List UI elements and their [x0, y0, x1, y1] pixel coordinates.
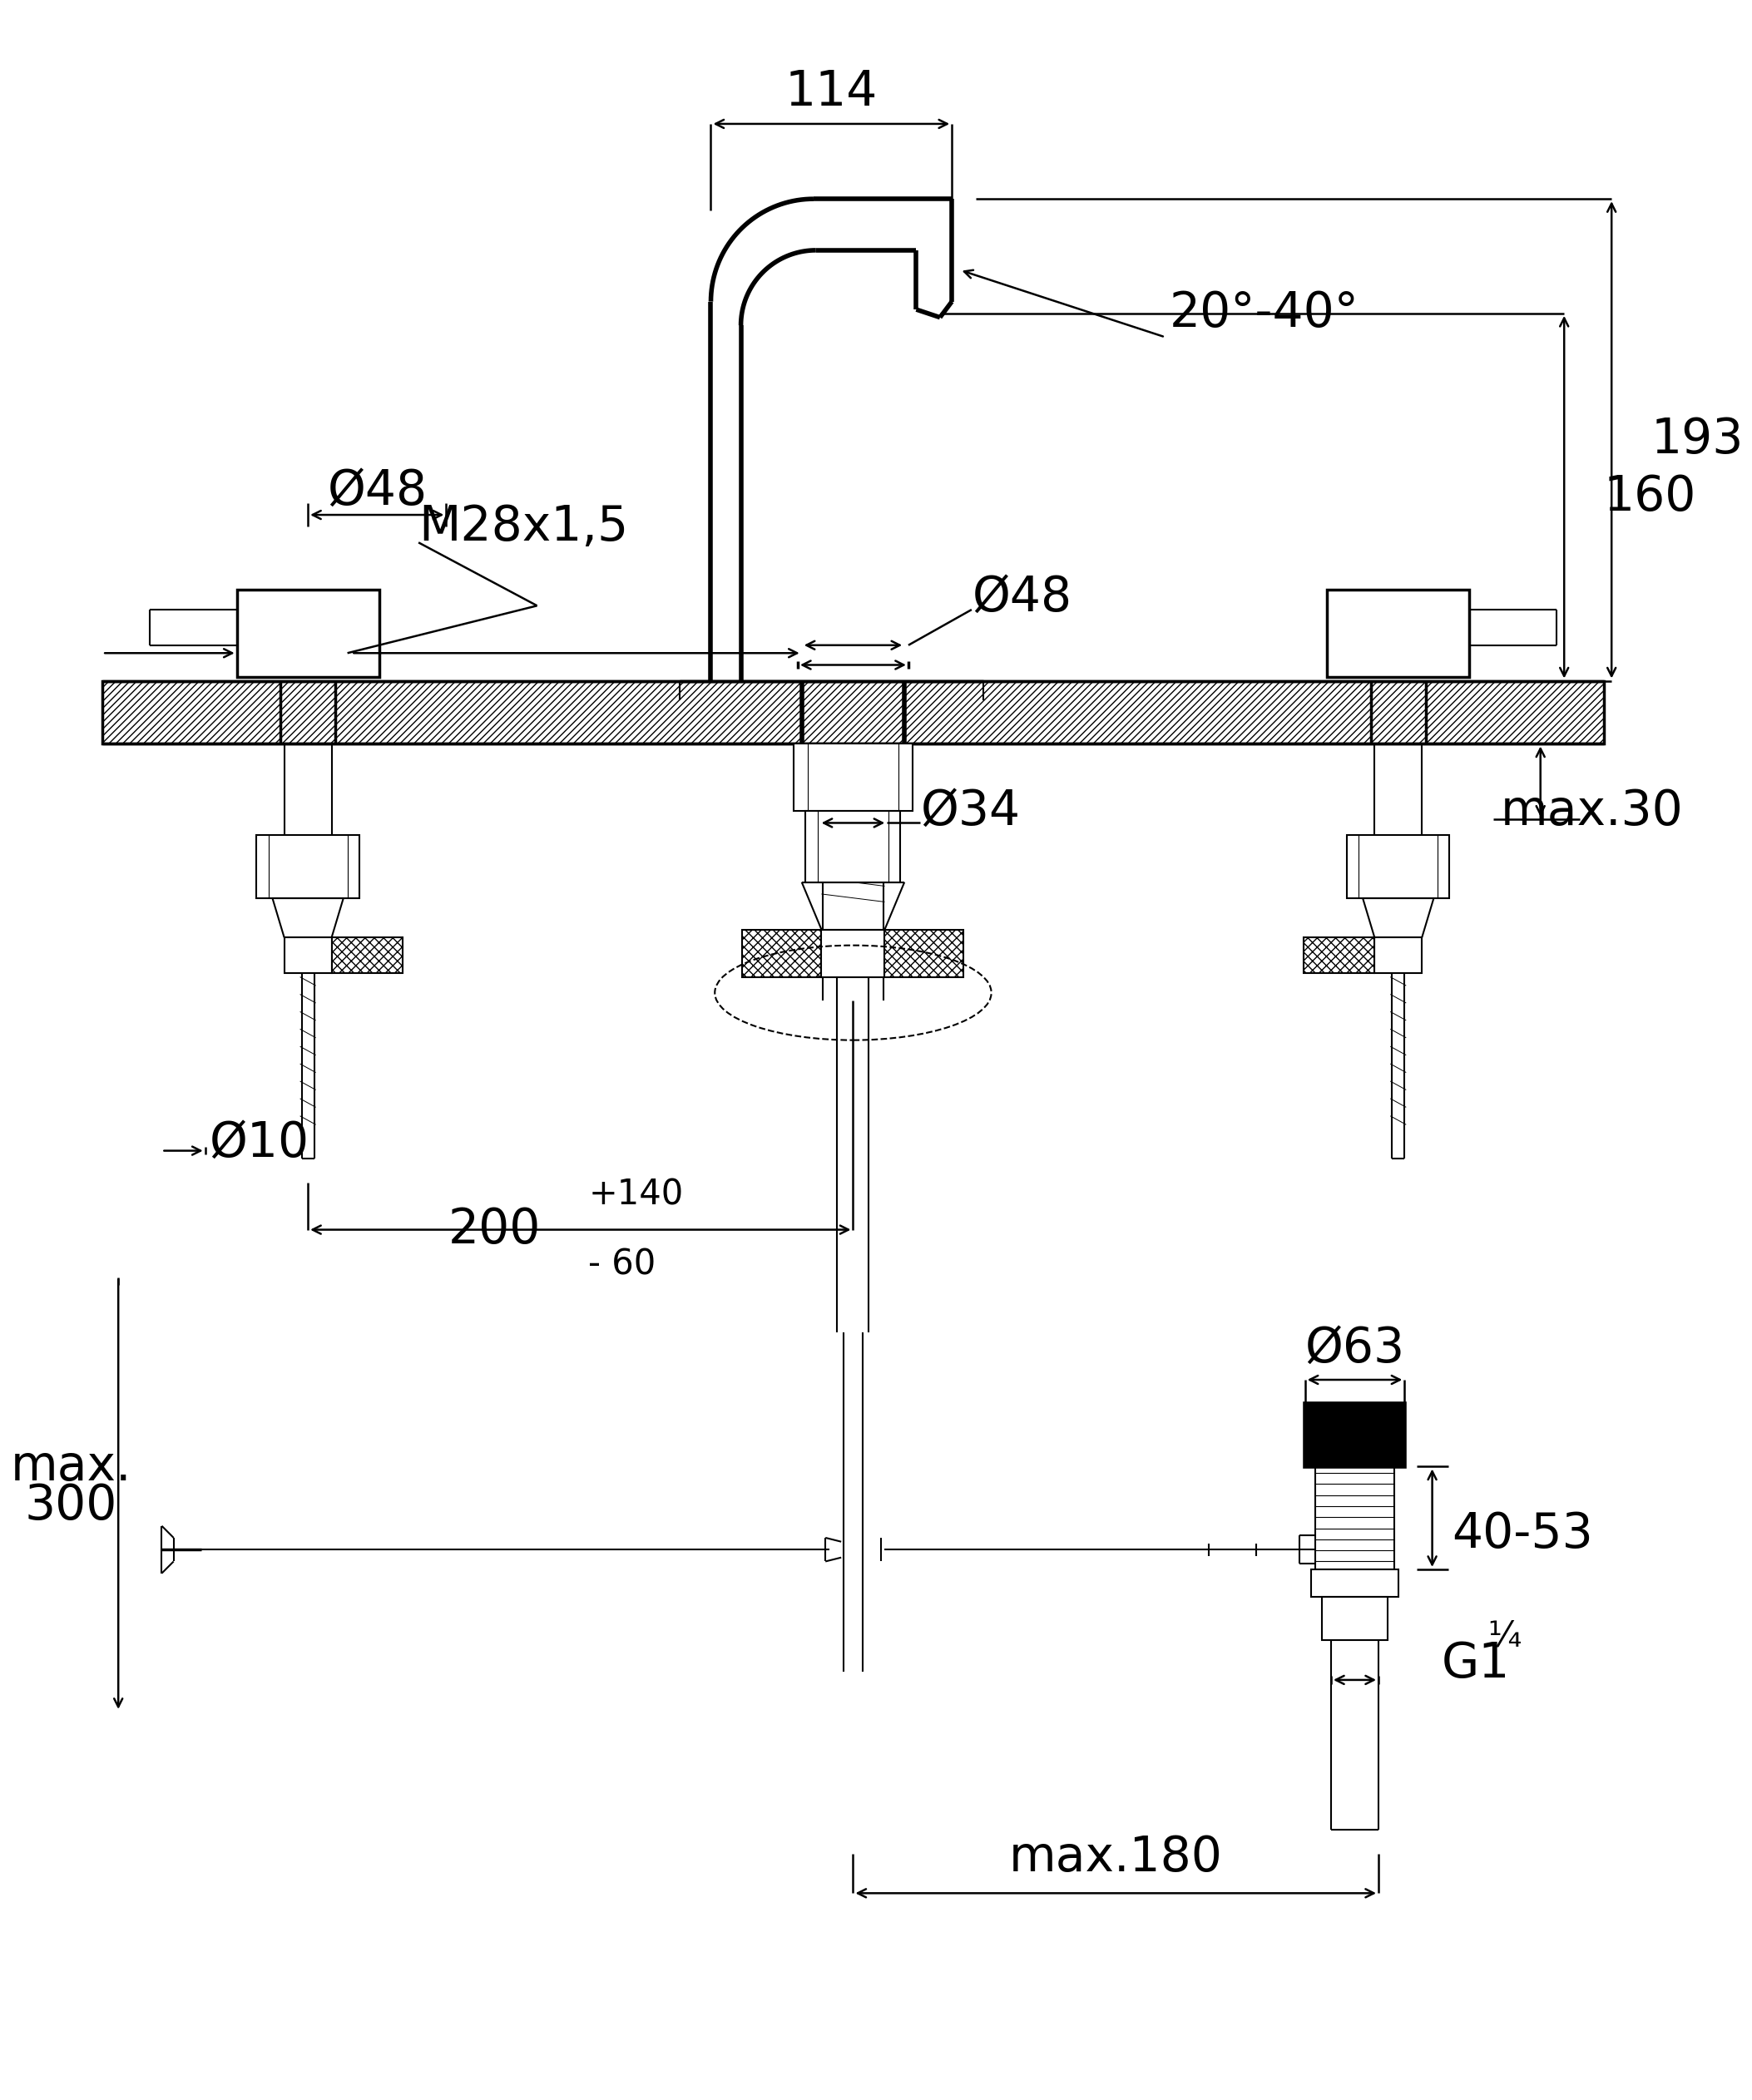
Text: max.: max.	[11, 1443, 131, 1491]
Text: 114: 114	[785, 69, 878, 116]
Text: max.30: max.30	[1501, 788, 1684, 836]
Bar	[103, 680, 1603, 743]
Text: M28x1,5: M28x1,5	[419, 504, 629, 550]
Bar	[743, 930, 822, 976]
Text: Ø10: Ø10	[208, 1119, 308, 1166]
Text: G1: G1	[1442, 1640, 1510, 1688]
Bar	[822, 930, 885, 976]
Bar	[1375, 937, 1423, 972]
Text: 300: 300	[25, 1483, 117, 1531]
Bar	[885, 930, 964, 976]
Text: 40-53: 40-53	[1452, 1510, 1593, 1558]
Bar	[794, 743, 913, 811]
Text: Ø48: Ø48	[328, 468, 427, 514]
Text: Ø63: Ø63	[1305, 1325, 1405, 1371]
Bar	[1305, 1403, 1405, 1466]
Bar	[1303, 937, 1375, 972]
Bar	[331, 937, 403, 972]
Bar	[237, 590, 378, 676]
Text: Ø34: Ø34	[920, 788, 1020, 836]
Text: max.180: max.180	[1009, 1833, 1223, 1882]
Bar	[1310, 1569, 1398, 1596]
Bar	[1326, 590, 1470, 676]
Text: - 60: - 60	[589, 1247, 655, 1281]
Bar	[806, 811, 901, 882]
Bar	[256, 836, 359, 899]
Text: 20°-40°: 20°-40°	[1169, 290, 1360, 338]
Text: Ø48: Ø48	[972, 573, 1072, 622]
Bar	[284, 937, 331, 972]
Bar	[1347, 836, 1449, 899]
Text: 160: 160	[1603, 472, 1696, 521]
Bar	[1321, 1596, 1388, 1640]
Text: ¼: ¼	[1487, 1619, 1521, 1655]
Text: 193: 193	[1650, 416, 1743, 464]
Bar	[1316, 1466, 1395, 1569]
Text: 200: 200	[449, 1205, 541, 1254]
Text: +140: +140	[589, 1178, 683, 1212]
